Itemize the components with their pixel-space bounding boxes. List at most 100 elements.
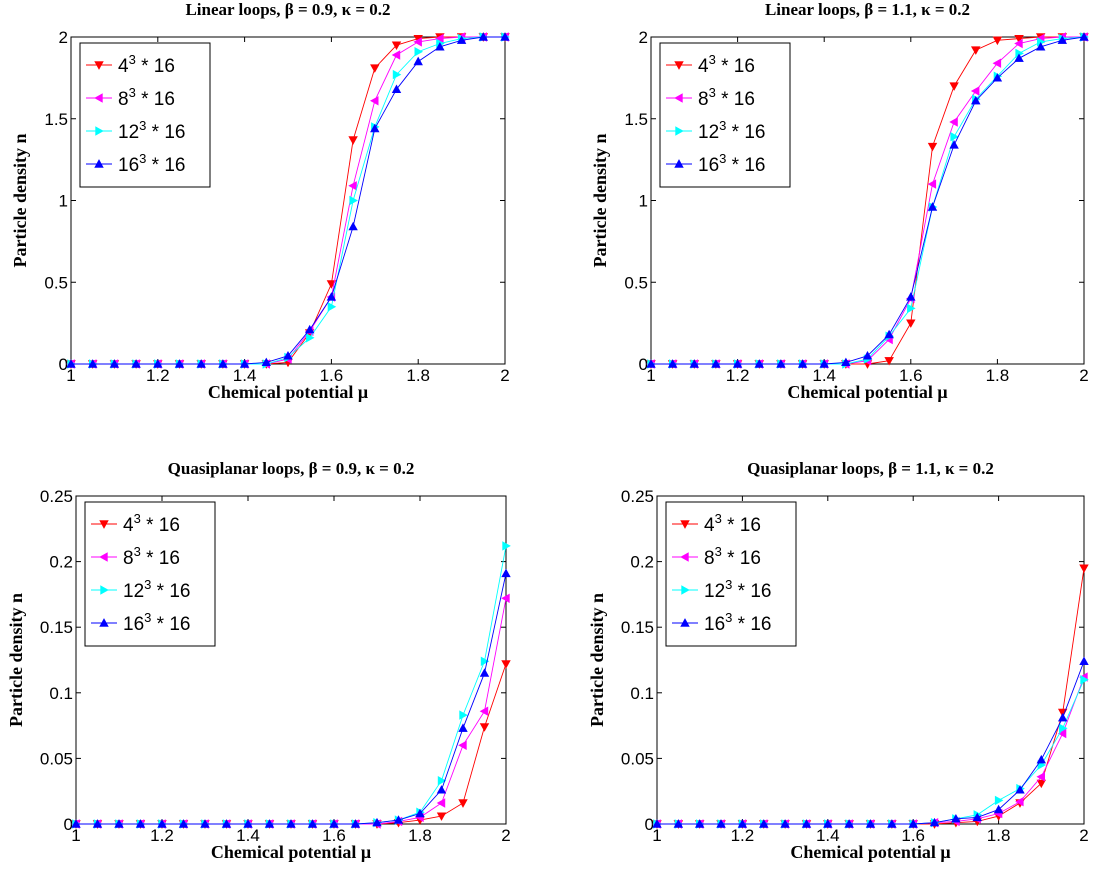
data-point bbox=[1036, 772, 1045, 782]
data-point bbox=[348, 221, 358, 231]
data-point bbox=[1059, 723, 1068, 733]
legend-marker bbox=[100, 585, 109, 595]
legend-entry-label: 83 * 16 bbox=[698, 85, 755, 110]
data-point bbox=[135, 819, 146, 828]
data-point bbox=[972, 812, 983, 822]
y-axis-label: Particle density n bbox=[10, 134, 30, 268]
data-point bbox=[478, 32, 489, 41]
data-point bbox=[970, 46, 981, 55]
chart-title: Linear loops, β = 0.9, κ = 0.2 bbox=[185, 0, 390, 19]
data-point bbox=[307, 819, 318, 828]
chart-title: Linear loops, β = 1.1, κ = 0.2 bbox=[765, 0, 970, 19]
y-tick-label: 0.15 bbox=[40, 618, 73, 637]
x-tick-label: 2 bbox=[500, 366, 509, 385]
data-point bbox=[711, 359, 721, 368]
data-point bbox=[949, 82, 959, 91]
data-point bbox=[239, 359, 250, 368]
data-point bbox=[776, 359, 786, 368]
legend-entry-label: 123 * 16 bbox=[704, 577, 771, 602]
y-axis-label: Particle density n bbox=[590, 134, 610, 268]
data-point bbox=[865, 819, 876, 828]
data-point bbox=[884, 329, 894, 339]
chart-panel: 1 1.2 1.4 1.6 1.8 2 0 0.5 1 1.5 2 Linear loops, β =… bbox=[590, 0, 1089, 402]
data-point bbox=[906, 319, 916, 328]
series-16 bbox=[646, 32, 1089, 368]
data-point bbox=[413, 37, 422, 47]
x-tick-label: 1.6 bbox=[899, 366, 923, 385]
data-point bbox=[415, 808, 425, 818]
legend-entry-label: 43 * 16 bbox=[123, 511, 180, 536]
y-tick-label: 0.5 bbox=[624, 273, 648, 292]
data-point bbox=[907, 303, 916, 314]
data-point bbox=[667, 359, 678, 368]
data-point bbox=[436, 812, 447, 821]
data-point bbox=[348, 136, 358, 145]
legend-entry-label: 83 * 16 bbox=[123, 544, 180, 569]
data-point bbox=[823, 819, 833, 828]
data-point bbox=[949, 117, 958, 127]
data-point bbox=[970, 95, 981, 105]
data-point bbox=[391, 50, 401, 60]
data-point bbox=[329, 819, 339, 828]
y-tick-label: 0.25 bbox=[40, 487, 73, 506]
legend-entry-label: 83 * 16 bbox=[704, 544, 761, 569]
data-point bbox=[200, 819, 210, 828]
x-tick-label: 1.4 bbox=[816, 826, 840, 845]
legend: 43 * 16 83 * 16 123 * 16 163 * 16 bbox=[79, 42, 211, 188]
data-point bbox=[286, 819, 296, 828]
y-tick-label: 0.2 bbox=[630, 553, 654, 572]
data-point bbox=[1036, 754, 1047, 764]
data-point bbox=[174, 359, 185, 368]
data-point bbox=[841, 357, 851, 367]
legend-entry-label: 163 * 16 bbox=[698, 151, 765, 176]
legend: 43 * 16 83 * 16 123 * 16 163 * 16 bbox=[665, 501, 797, 647]
data-point bbox=[502, 541, 511, 551]
legend-marker bbox=[675, 126, 684, 136]
data-point bbox=[1057, 35, 1068, 44]
data-point bbox=[391, 41, 402, 51]
data-point bbox=[305, 333, 315, 343]
legend-entry-label: 43 * 16 bbox=[118, 52, 175, 77]
data-point bbox=[436, 798, 446, 808]
x-axis-label: Chemical potential μ bbox=[790, 842, 950, 862]
x-tick-label: 1.8 bbox=[408, 826, 432, 845]
data-point bbox=[887, 819, 897, 828]
y-tick-label: 1.5 bbox=[624, 110, 648, 129]
data-point bbox=[927, 179, 937, 189]
data-point bbox=[501, 593, 510, 604]
data-point bbox=[732, 359, 743, 368]
legend-marker bbox=[94, 93, 103, 103]
legend-marker bbox=[674, 159, 684, 168]
y-tick-label: 0 bbox=[645, 815, 654, 834]
data-point bbox=[673, 819, 684, 828]
data-point bbox=[862, 350, 873, 360]
data-point bbox=[435, 41, 445, 51]
x-tick-label: 1.4 bbox=[233, 366, 257, 385]
data-point bbox=[370, 123, 380, 133]
legend-entry-label: 123 * 16 bbox=[698, 118, 765, 143]
x-tick-label: 1.6 bbox=[320, 366, 344, 385]
y-tick-label: 0 bbox=[59, 355, 68, 374]
data-point bbox=[391, 84, 402, 93]
data-point bbox=[1057, 712, 1068, 722]
legend-box bbox=[665, 501, 797, 647]
y-tick-label: 1 bbox=[639, 192, 648, 211]
data-point bbox=[349, 195, 358, 206]
data-point bbox=[1079, 564, 1089, 574]
data-point bbox=[109, 359, 120, 368]
data-point bbox=[1015, 785, 1025, 794]
data-point bbox=[501, 660, 511, 669]
y-tick-label: 1 bbox=[59, 192, 68, 211]
x-tick-label: 1.2 bbox=[731, 826, 755, 845]
legend-entry-label: 163 * 16 bbox=[123, 610, 190, 635]
data-point bbox=[392, 69, 402, 80]
data-point bbox=[264, 819, 275, 828]
data-point bbox=[737, 819, 748, 828]
legend-entry-label: 43 * 16 bbox=[698, 52, 755, 77]
x-axis-label: Chemical potential μ bbox=[208, 382, 368, 402]
legend-marker bbox=[674, 93, 683, 103]
x-tick-label: 1.4 bbox=[812, 366, 836, 385]
data-point bbox=[929, 817, 940, 827]
data-point bbox=[927, 202, 938, 211]
legend-marker bbox=[94, 159, 104, 168]
